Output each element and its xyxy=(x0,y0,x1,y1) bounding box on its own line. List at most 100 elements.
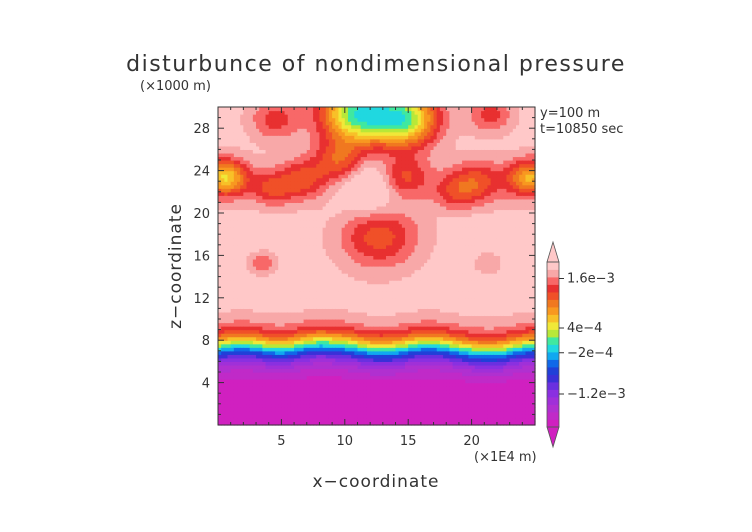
heatmap-cell xyxy=(275,382,279,387)
heatmap-cell xyxy=(303,276,308,281)
heatmap-cell xyxy=(230,124,235,129)
heatmap-cell xyxy=(328,333,333,338)
heatmap-cell xyxy=(249,273,254,278)
heatmap-cell xyxy=(341,326,346,331)
heatmap-cell xyxy=(246,294,251,299)
heatmap-cell xyxy=(309,117,314,122)
heatmap-cell xyxy=(303,333,308,338)
heatmap-cell xyxy=(281,375,286,380)
heatmap-cell xyxy=(237,128,241,133)
heatmap-cell xyxy=(259,340,263,345)
heatmap-cell xyxy=(313,287,317,292)
heatmap-cell xyxy=(382,400,387,405)
heatmap-cell xyxy=(294,382,298,387)
heatmap-cell xyxy=(237,361,241,366)
heatmap-cell xyxy=(373,403,378,408)
heatmap-cell xyxy=(259,124,263,129)
heatmap-cell xyxy=(221,191,225,196)
heatmap-cell xyxy=(382,347,387,352)
heatmap-cell xyxy=(373,301,378,306)
heatmap-cell xyxy=(287,181,292,186)
heatmap-cell xyxy=(275,244,279,249)
heatmap-cell xyxy=(382,329,387,334)
heatmap-cell xyxy=(351,400,355,405)
heatmap-cell xyxy=(347,347,352,352)
heatmap-cell xyxy=(303,213,308,218)
heatmap-cell xyxy=(290,184,295,189)
heatmap-cell xyxy=(319,121,324,126)
heatmap-cell xyxy=(338,368,343,373)
heatmap-cell xyxy=(271,354,276,359)
heatmap-cell xyxy=(249,410,254,415)
heatmap-cell xyxy=(344,128,349,133)
heatmap-cell xyxy=(237,276,241,281)
heatmap-cell xyxy=(233,276,238,281)
heatmap-cell xyxy=(319,407,324,412)
heatmap-cell xyxy=(284,414,289,419)
heatmap-cell xyxy=(246,347,251,352)
heatmap-cell xyxy=(328,149,333,154)
heatmap-cell xyxy=(275,114,279,119)
heatmap-cell xyxy=(316,142,321,147)
heatmap-cell xyxy=(354,276,359,281)
heatmap-cell xyxy=(227,301,232,306)
heatmap-cell xyxy=(335,124,340,129)
heatmap-cell xyxy=(221,336,225,341)
heatmap-cell xyxy=(294,124,298,129)
heatmap-cell xyxy=(300,382,305,387)
heatmap-cell xyxy=(322,121,327,126)
heatmap-cell xyxy=(319,333,324,338)
heatmap-cell xyxy=(351,223,355,228)
heatmap-cell xyxy=(379,301,384,306)
heatmap-cell xyxy=(313,156,317,161)
heatmap-cell xyxy=(357,308,362,313)
heatmap-cell xyxy=(271,407,276,412)
heatmap-cell xyxy=(325,234,330,239)
heatmap-cell xyxy=(354,379,359,384)
heatmap-cell xyxy=(271,114,276,119)
heatmap-cell xyxy=(313,297,317,302)
heatmap-cell xyxy=(287,364,292,370)
heatmap-cell xyxy=(284,117,289,122)
heatmap-cell xyxy=(313,213,317,218)
heatmap-cell xyxy=(249,110,254,115)
heatmap-cell xyxy=(366,283,371,288)
heatmap-cell xyxy=(354,375,359,380)
heatmap-cell xyxy=(344,131,349,136)
heatmap-cell xyxy=(287,379,292,384)
heatmap-cell xyxy=(319,410,324,415)
heatmap-cell xyxy=(287,121,292,126)
heatmap-cell xyxy=(363,128,368,133)
heatmap-cell xyxy=(347,311,352,317)
heatmap-cell xyxy=(294,357,298,362)
heatmap-cell xyxy=(389,269,393,274)
heatmap-cell xyxy=(297,170,302,175)
heatmap-cell xyxy=(259,336,263,341)
heatmap-cell xyxy=(325,280,330,285)
heatmap-cell xyxy=(386,128,390,133)
heatmap-cell xyxy=(373,258,378,264)
heatmap-cell xyxy=(246,128,251,133)
heatmap-cell xyxy=(303,421,308,426)
heatmap-cell xyxy=(309,396,314,401)
heatmap-cell xyxy=(230,117,235,122)
heatmap-cell xyxy=(313,195,317,200)
heatmap-cell xyxy=(332,386,336,391)
heatmap-cell xyxy=(360,414,365,419)
heatmap-cell xyxy=(300,364,305,370)
heatmap-cell xyxy=(281,287,286,292)
heatmap-cell xyxy=(313,379,317,384)
heatmap-cell xyxy=(335,393,340,398)
heatmap-cell xyxy=(294,209,298,214)
heatmap-cell xyxy=(316,326,321,331)
heatmap-cell xyxy=(338,280,343,285)
heatmap-cell xyxy=(290,329,295,334)
heatmap-cell xyxy=(341,322,346,327)
heatmap-cell xyxy=(325,389,330,394)
heatmap-cell xyxy=(284,297,289,302)
heatmap-cell xyxy=(347,273,352,278)
heatmap-cell xyxy=(284,241,289,246)
heatmap-cell xyxy=(306,152,311,158)
heatmap-cell xyxy=(341,205,346,211)
heatmap-cell xyxy=(268,223,273,228)
